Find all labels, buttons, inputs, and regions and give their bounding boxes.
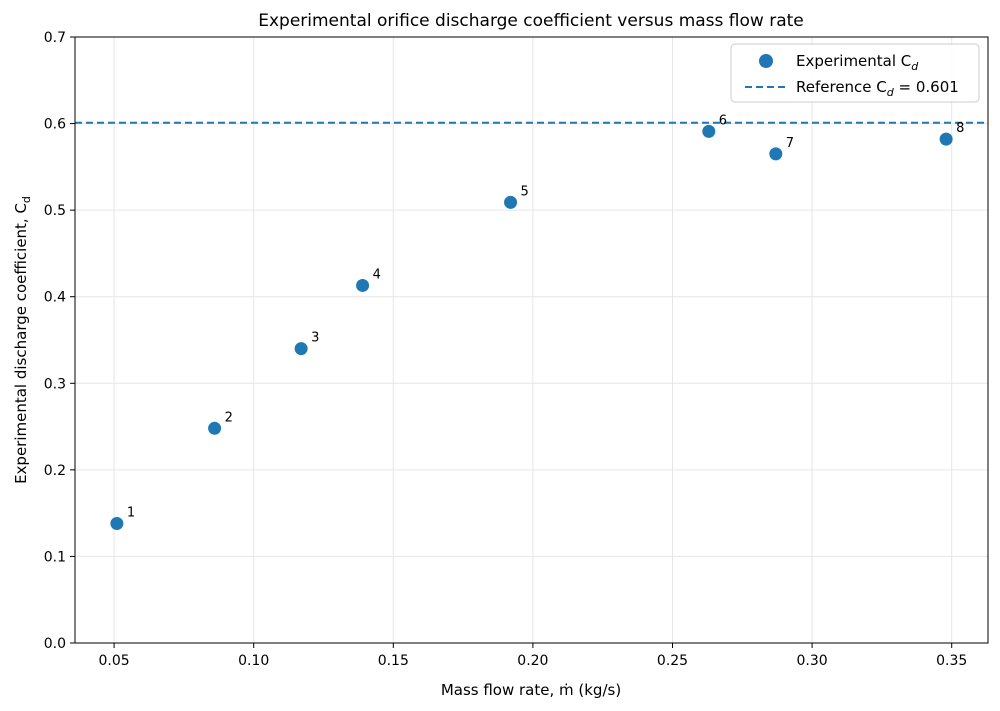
plot-frame: [74, 36, 989, 644]
x-tick-label: 0.15: [378, 653, 409, 669]
y-axis-title-main: Experimental discharge coefficient, C: [12, 203, 30, 484]
legend-label-reference-suffix: = 0.601: [894, 78, 959, 96]
x-tick-label: 0.35: [936, 653, 967, 669]
x-axis-title: Mass flow rate, ṁ (kg/s): [441, 681, 621, 699]
y-tick-label: 0.4: [44, 290, 66, 306]
legend-label-experimental-sub: d: [911, 60, 919, 73]
legend-label-reference-main: Reference C: [796, 78, 887, 96]
point-label: 2: [225, 410, 233, 425]
legend-label-reference: Reference Cd = 0.601: [796, 78, 959, 99]
legend-label-reference-sub: d: [887, 86, 895, 99]
legend-label-experimental: Experimental Cd: [796, 52, 919, 73]
point-label: 6: [719, 113, 727, 128]
y-tick-label: 0.7: [44, 30, 66, 46]
x-tick-label: 0.25: [657, 653, 688, 669]
data-point: [110, 517, 124, 531]
chart-title: Experimental orifice discharge coefficie…: [258, 11, 804, 31]
y-tick-label: 0.1: [44, 549, 66, 565]
x-tick-label: 0.05: [99, 653, 130, 669]
x-tick-label: 0.30: [797, 653, 828, 669]
point-label: 8: [956, 121, 964, 136]
data-point: [294, 342, 308, 356]
legend: Experimental Cd Reference Cd = 0.601: [730, 43, 980, 103]
data-point: [769, 147, 783, 161]
y-axis-ticks: 0.0 0.1 0.2 0.3 0.4 0.5 0.6 0.7: [44, 30, 75, 652]
data-points: 1 2 3 4 5 6 7 8: [110, 113, 964, 531]
point-label: 7: [786, 136, 794, 151]
point-label: 3: [311, 331, 319, 346]
y-axis-title-sub: d: [20, 196, 33, 203]
y-tick-label: 0.6: [44, 117, 66, 133]
y-tick-label: 0.3: [44, 376, 66, 392]
data-point: [702, 124, 716, 138]
y-axis-title: Experimental discharge coefficient, Cd: [12, 196, 33, 484]
legend-marker-experimental: [759, 54, 773, 68]
y-tick-label: 0.5: [44, 203, 66, 219]
y-tick-label: 0.0: [44, 636, 66, 652]
data-point: [504, 195, 518, 209]
x-tick-label: 0.20: [517, 653, 548, 669]
y-tick-label: 0.2: [44, 463, 66, 479]
point-label: 5: [521, 184, 529, 199]
legend-label-experimental-main: Experimental C: [796, 52, 911, 70]
legend-box: [730, 43, 980, 103]
point-label: 4: [373, 267, 381, 282]
data-point: [939, 132, 953, 146]
x-tick-label: 0.10: [238, 653, 269, 669]
data-point: [356, 278, 370, 292]
point-label: 1: [127, 506, 135, 521]
data-point: [208, 421, 222, 435]
x-axis-ticks: 0.05 0.10 0.15 0.20 0.25 0.30 0.35: [99, 643, 967, 669]
